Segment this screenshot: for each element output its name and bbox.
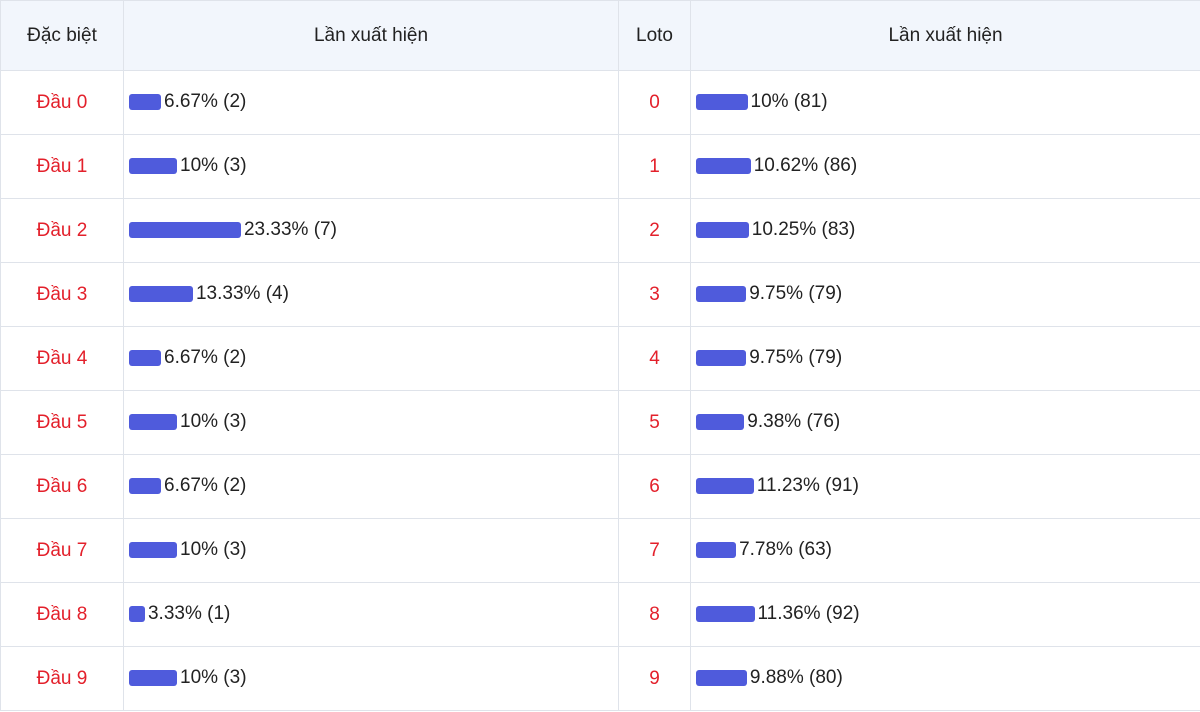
stat-cell: 10% (3) [123, 518, 619, 583]
table-row: Đầu 0 6.67% (2) 0 10% (81) [0, 70, 1200, 135]
loto-label: 9 [618, 646, 691, 711]
stat-label: 3.33% (1) [147, 603, 231, 625]
stat-label: 23.33% (7) [243, 219, 337, 241]
stat-label: 10.62% (86) [753, 155, 858, 177]
stat-cell: 13.33% (4) [123, 262, 619, 327]
stat-label: 10% (3) [180, 411, 247, 433]
percent-bar [129, 478, 162, 495]
stat-cell: 10% (81) [690, 70, 1200, 135]
stat-label: 6.67% (2) [164, 91, 247, 113]
loto-label: 7 [618, 518, 691, 583]
head-label: Đầu 9 [0, 646, 124, 711]
header-cell: Loto [618, 0, 691, 71]
stat-label: 10% (3) [180, 539, 247, 561]
percent-bar [129, 670, 177, 687]
stat-label: 7.78% (63) [739, 539, 833, 561]
stat-cell: 10.62% (86) [690, 134, 1200, 199]
percent-bar [696, 94, 748, 111]
stat-cell: 6.67% (2) [123, 326, 619, 391]
table-row: Đầu 6 6.67% (2) 6 11.23% (91) [0, 454, 1200, 519]
percent-bar [696, 670, 747, 687]
stat-label: 10% (3) [180, 155, 247, 177]
percent-bar [129, 158, 177, 175]
head-label: Đầu 7 [0, 518, 124, 583]
percent-bar [696, 222, 749, 239]
table-row: Đầu 9 10% (3) 9 9.88% (80) [0, 646, 1200, 711]
loto-label: 1 [618, 134, 691, 199]
loto-label: 2 [618, 198, 691, 263]
percent-bar [696, 414, 745, 431]
stat-cell: 7.78% (63) [690, 518, 1200, 583]
percent-bar [696, 350, 747, 367]
stat-label: 9.75% (79) [749, 283, 843, 305]
percent-bar [129, 542, 177, 559]
table-row: Đầu 1 10% (3) 1 10.62% (86) [0, 134, 1200, 199]
percent-bar [696, 478, 754, 495]
stat-cell: 3.33% (1) [123, 582, 619, 647]
percent-bar [696, 158, 751, 175]
stat-cell: 9.75% (79) [690, 326, 1200, 391]
table-row: Đầu 3 13.33% (4) 3 9.75% (79) [0, 262, 1200, 327]
table-row: Đầu 4 6.67% (2) 4 9.75% (79) [0, 326, 1200, 391]
table-row: Đầu 5 10% (3) 5 9.38% (76) [0, 390, 1200, 455]
stat-cell: 9.88% (80) [690, 646, 1200, 711]
stat-cell: 10% (3) [123, 646, 619, 711]
loto-label: 0 [618, 70, 691, 135]
stat-cell: 10% (3) [123, 134, 619, 199]
loto-label: 8 [618, 582, 691, 647]
stat-cell: 6.67% (2) [123, 454, 619, 519]
percent-bar [129, 606, 145, 623]
stat-label: 10% (3) [180, 667, 247, 689]
table-body: Đầu 0 6.67% (2) 0 10% (81) Đầu 1 10% (3) 1 10.6… [0, 70, 1200, 711]
stat-cell: 9.38% (76) [690, 390, 1200, 455]
loto-label: 3 [618, 262, 691, 327]
head-label: Đầu 0 [0, 70, 124, 135]
table-row: Đầu 8 3.33% (1) 8 11.36% (92) [0, 582, 1200, 647]
stat-cell: 6.67% (2) [123, 70, 619, 135]
stat-label: 6.67% (2) [164, 347, 247, 369]
head-label: Đầu 2 [0, 198, 124, 263]
table-row: Đầu 7 10% (3) 7 7.78% (63) [0, 518, 1200, 583]
header-cell: Lần xuất hiện [123, 0, 619, 71]
loto-label: 6 [618, 454, 691, 519]
head-label: Đầu 3 [0, 262, 124, 327]
percent-bar [129, 414, 177, 431]
head-label: Đầu 8 [0, 582, 124, 647]
table-row: Đầu 2 23.33% (7) 2 10.25% (83) [0, 198, 1200, 263]
percent-bar [129, 286, 193, 303]
stat-label: 9.88% (80) [749, 667, 843, 689]
percent-bar [129, 350, 162, 367]
stat-cell: 11.36% (92) [690, 582, 1200, 647]
stat-cell: 10% (3) [123, 390, 619, 455]
stat-label: 9.38% (76) [747, 411, 841, 433]
head-label: Đầu 1 [0, 134, 124, 199]
loto-label: 5 [618, 390, 691, 455]
percent-bar [696, 542, 737, 559]
head-label: Đầu 6 [0, 454, 124, 519]
stat-label: 11.36% (92) [757, 603, 860, 625]
stat-cell: 9.75% (79) [690, 262, 1200, 327]
header-cell: Lần xuất hiện [690, 0, 1200, 71]
stat-label: 6.67% (2) [164, 475, 247, 497]
percent-bar [696, 606, 755, 623]
stat-label: 9.75% (79) [749, 347, 843, 369]
stat-label: 10% (81) [750, 91, 828, 113]
header-row: Đặc biệt Lần xuất hiện Loto Lần xuất hiện [0, 0, 1200, 71]
percent-bar [129, 222, 241, 239]
percent-bar [129, 94, 162, 111]
header-cell: Đặc biệt [0, 0, 124, 71]
stat-cell: 10.25% (83) [690, 198, 1200, 263]
loto-label: 4 [618, 326, 691, 391]
head-label: Đầu 4 [0, 326, 124, 391]
stat-cell: 11.23% (91) [690, 454, 1200, 519]
stat-label: 10.25% (83) [751, 219, 856, 241]
stat-cell: 23.33% (7) [123, 198, 619, 263]
head-label: Đầu 5 [0, 390, 124, 455]
stat-label: 13.33% (4) [195, 283, 289, 305]
percent-bar [696, 286, 747, 303]
stat-label: 11.23% (91) [756, 475, 859, 497]
